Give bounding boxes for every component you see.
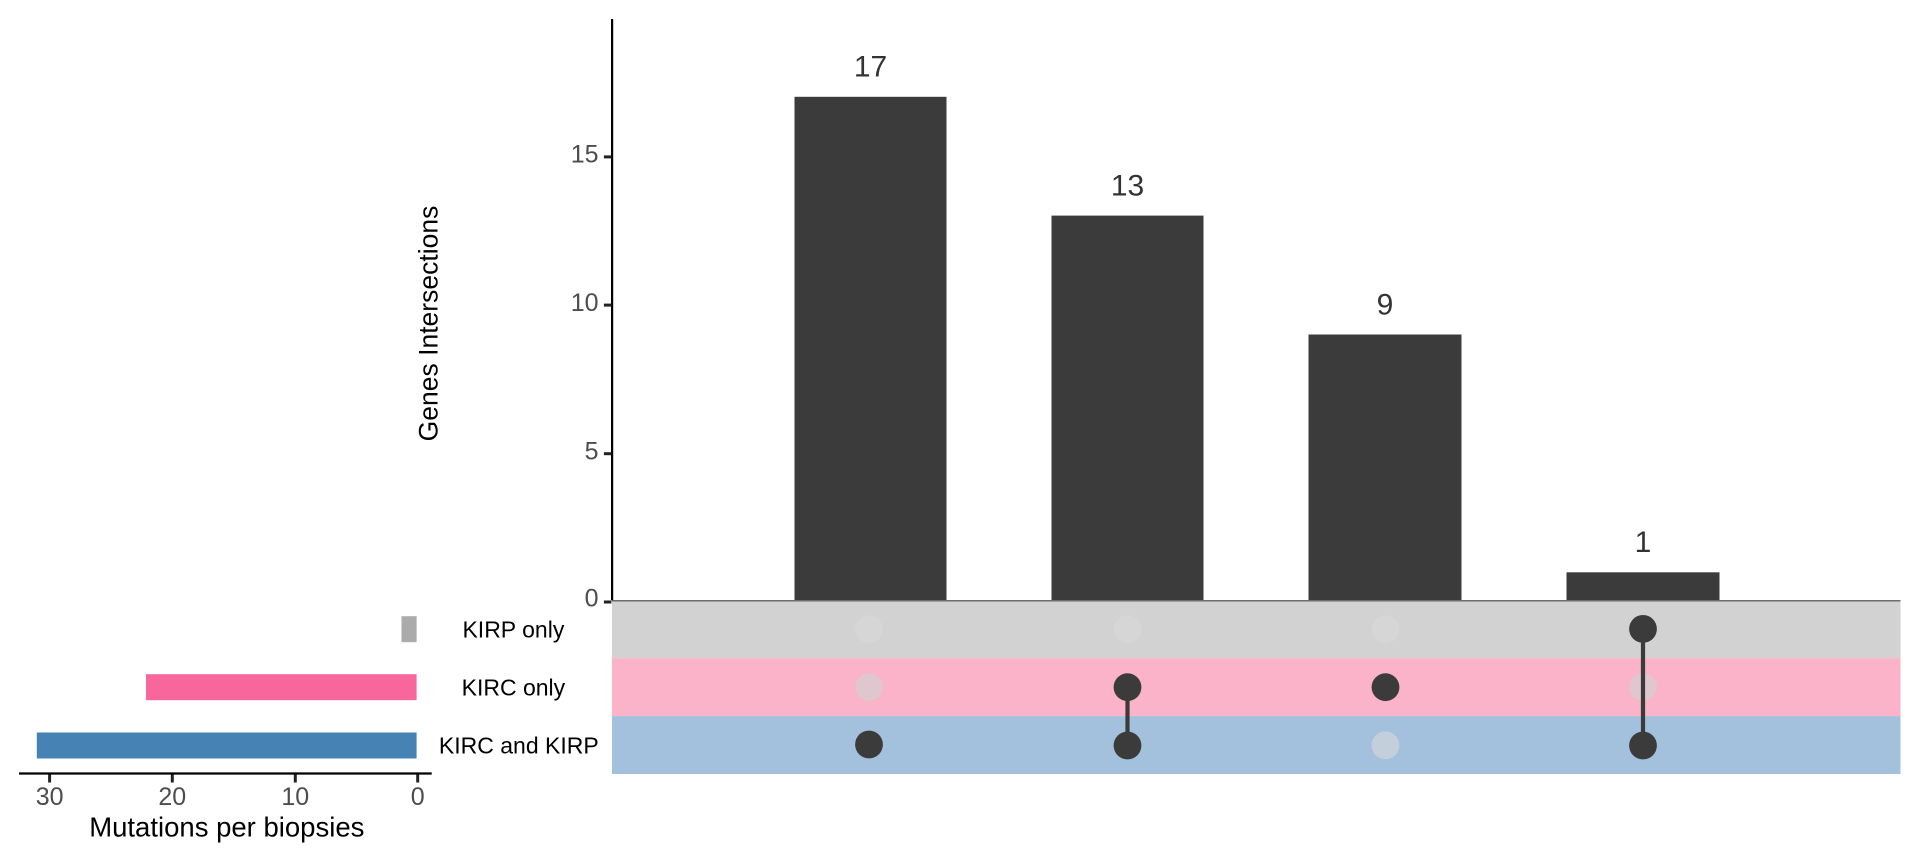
svg-text:17: 17 [854,51,887,84]
svg-text:Genes Intersections: Genes Intersections [414,206,444,442]
svg-text:1: 1 [1635,526,1652,559]
svg-text:15: 15 [571,141,599,169]
svg-text:0: 0 [585,584,599,612]
svg-text:5: 5 [585,438,599,466]
svg-text:10: 10 [571,289,599,317]
svg-text:30: 30 [36,783,64,811]
svg-text:KIRP only: KIRP only [462,616,564,642]
svg-text:KIRC and KIRP: KIRC and KIRP [439,732,599,758]
svg-text:KIRC only: KIRC only [462,674,566,700]
svg-text:0: 0 [411,783,425,811]
svg-text:20: 20 [158,783,186,811]
svg-text:13: 13 [1111,169,1144,202]
svg-text:9: 9 [1377,288,1394,321]
svg-text:Mutations per biopsies: Mutations per biopsies [89,812,364,843]
svg-text:10: 10 [281,783,309,811]
